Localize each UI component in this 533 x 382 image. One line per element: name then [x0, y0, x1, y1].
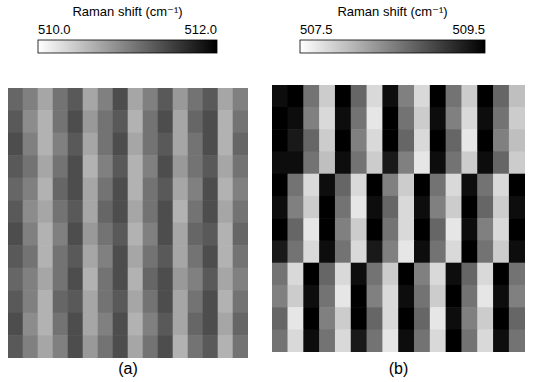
- svg-text:509.5: 509.5: [452, 22, 485, 37]
- svg-text:510.0: 510.0: [38, 22, 71, 37]
- svg-text:512.0: 512.0: [184, 22, 217, 37]
- svg-text:Raman shift (cm⁻¹): Raman shift (cm⁻¹): [72, 4, 182, 19]
- svg-text:Raman shift (cm⁻¹): Raman shift (cm⁻¹): [337, 4, 447, 19]
- html-text:(a): (a): [118, 360, 138, 377]
- html-text:(b): (b): [388, 360, 409, 377]
- svg-text:507.5: 507.5: [300, 22, 333, 37]
